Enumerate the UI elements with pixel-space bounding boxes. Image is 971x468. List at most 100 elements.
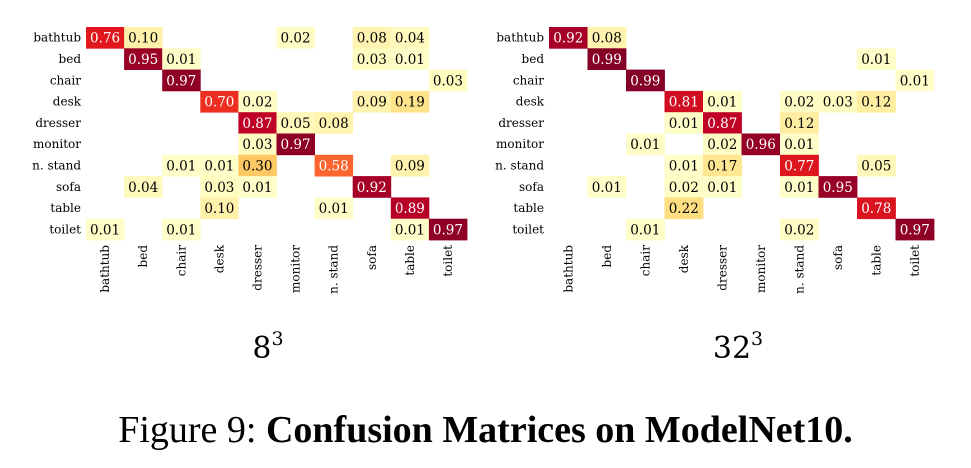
cell-value-label: 0.01 <box>90 222 120 238</box>
heatmap-cell <box>703 90 742 113</box>
heatmap-cell <box>549 27 588 49</box>
heatmap-cell <box>238 112 277 134</box>
cell-value-label: 0.77 <box>784 158 814 174</box>
subplot-title: 83 <box>252 328 283 366</box>
heatmap-cell <box>276 112 315 134</box>
cell-value-label: 0.03 <box>242 137 272 153</box>
heatmap-cell <box>895 218 935 241</box>
heatmap-cell <box>587 27 627 49</box>
col-tick-label: desk <box>212 244 226 273</box>
col-tick-label: bathtub <box>98 245 112 293</box>
cell-value-label: 0.97 <box>900 222 930 238</box>
heatmap-cell <box>314 197 354 220</box>
row-tick-label: sofa <box>519 180 544 194</box>
figure-caption: Figure 9: Confusion Matrices on ModelNet… <box>0 408 971 452</box>
row-tick-label: chair <box>50 73 81 87</box>
cell-value-label: 0.01 <box>395 52 425 68</box>
cell-value-label: 0.09 <box>395 158 425 174</box>
heatmap-cell <box>587 48 627 70</box>
cell-value-label: 0.58 <box>319 158 349 174</box>
cell-value-label: 0.02 <box>281 31 311 47</box>
heatmap-cell <box>162 69 201 92</box>
col-tick-label: sofa <box>831 245 845 270</box>
cell-value-label: 0.03 <box>204 180 234 196</box>
heatmap-cell <box>238 90 277 113</box>
cell-value-label: 0.01 <box>319 201 349 217</box>
cell-value-label: 0.81 <box>669 95 699 111</box>
cell-value-label: 0.05 <box>281 116 311 132</box>
row-tick-label: dresser <box>35 116 81 130</box>
heatmap-cell <box>703 133 742 156</box>
heatmap-cell <box>780 154 819 177</box>
heatmap-1: 0.92 0.08 0.99 0.01 0.99 0.01 0.81 0.01 0.02 0.03… <box>495 27 935 366</box>
cell-value-label: 0.10 <box>128 31 158 47</box>
row-tick-label: monitor <box>33 137 81 151</box>
cell-value-label: 0.97 <box>433 222 463 238</box>
row-tick-label: desk <box>53 95 82 109</box>
cell-value-label: 0.01 <box>204 158 234 174</box>
cell-value-label: 0.01 <box>900 73 930 89</box>
heatmap-cell <box>162 218 201 241</box>
heatmap-cell <box>818 176 858 198</box>
cell-value-label: 0.08 <box>319 116 349 132</box>
cell-value-label: 0.87 <box>707 116 737 132</box>
cell-value-label: 0.04 <box>128 180 158 196</box>
row-tick-label: desk <box>516 95 545 109</box>
heatmap-cell <box>200 90 239 113</box>
heatmap-cell <box>238 133 277 156</box>
heatmap-cell <box>390 48 430 70</box>
cell-value-label: 0.19 <box>395 95 425 111</box>
cell-value-label: 0.04 <box>395 31 425 47</box>
cell-value-label: 0.01 <box>166 52 196 68</box>
col-tick-label: sofa <box>365 245 379 270</box>
cell-value-label: 0.01 <box>395 222 425 238</box>
heatmap-cell <box>352 27 392 49</box>
confusion-matrices-svg: 0.76 0.10 0.02 0.08 0.04 0.95 0.01 0.03 0.01 0.97… <box>32 27 935 366</box>
heatmap-cell <box>626 133 665 156</box>
subplot-title: 323 <box>713 328 763 366</box>
heatmap-cell <box>857 90 896 113</box>
heatmap-0: 0.76 0.10 0.02 0.08 0.04 0.95 0.01 0.03 0.01 0.97… <box>32 27 468 366</box>
cell-value-label: 0.01 <box>166 158 196 174</box>
cell-value-label: 0.70 <box>204 95 234 111</box>
heatmap-cell <box>124 27 163 49</box>
heatmap-cell <box>124 48 163 70</box>
heatmap-cell <box>162 48 201 70</box>
heatmap-cell <box>352 176 392 198</box>
heatmap-cell <box>664 176 704 198</box>
heatmap-cell <box>352 90 392 113</box>
row-tick-label: n. stand <box>32 158 81 172</box>
heatmap-cell <box>124 176 163 198</box>
cell-value-label: 0.02 <box>784 222 814 238</box>
col-tick-label: n. stand <box>792 245 806 294</box>
heatmap-cell <box>703 154 742 177</box>
cell-value-label: 0.01 <box>784 180 814 196</box>
cell-value-label: 0.01 <box>707 180 737 196</box>
heatmap-cell <box>390 218 430 241</box>
col-tick-label: bathtub <box>561 245 575 293</box>
cell-value-label: 0.22 <box>669 201 699 217</box>
cell-value-label: 0.95 <box>823 180 853 196</box>
row-tick-label: n. stand <box>495 158 544 172</box>
cell-value-label: 0.76 <box>90 31 120 47</box>
cell-value-label: 0.95 <box>128 52 158 68</box>
col-tick-label: monitor <box>754 245 768 293</box>
col-tick-label: toilet <box>908 245 922 277</box>
col-tick-label: toilet <box>441 245 455 277</box>
cell-value-label: 0.01 <box>242 180 272 196</box>
cell-value-label: 0.01 <box>630 222 660 238</box>
heatmap-cell <box>200 197 239 220</box>
heatmap-cell <box>780 218 819 241</box>
col-tick-label: bed <box>136 245 150 268</box>
cell-value-label: 0.01 <box>630 137 660 153</box>
heatmap-cell <box>200 154 239 177</box>
caption-prefix: Figure 9: <box>118 409 266 451</box>
heatmap-cell <box>780 133 819 156</box>
cell-value-label: 0.02 <box>707 137 737 153</box>
heatmap-cell <box>664 154 704 177</box>
col-tick-label: table <box>403 245 417 276</box>
cell-value-label: 0.99 <box>630 73 660 89</box>
heatmap-cell <box>276 27 315 49</box>
cell-value-label: 0.01 <box>592 180 622 196</box>
heatmap-cell <box>664 90 704 113</box>
